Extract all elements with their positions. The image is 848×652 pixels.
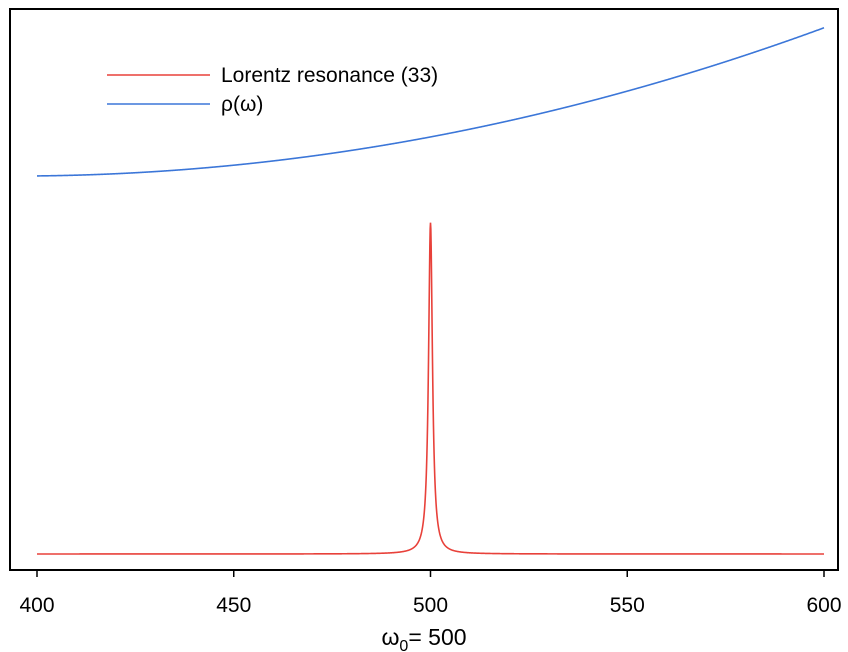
x-axis-label-symbol: ω [381, 624, 399, 650]
legend: Lorentz resonance (33) ρ(ω) [107, 64, 438, 116]
legend-label-2: ρ(ω) [221, 93, 263, 116]
x-axis-ticks: 400 450 500 550 600 [19, 570, 842, 617]
x-tick-label: 450 [216, 594, 251, 617]
series-line-1 [37, 222, 824, 555]
series-line-2 [37, 27, 825, 177]
x-tick-label: 500 [413, 594, 448, 617]
x-tick-label: 400 [19, 594, 54, 617]
x-tick-label: 550 [610, 594, 645, 617]
series-layer [37, 27, 825, 555]
plot-frame [9, 8, 839, 571]
legend-label-1: Lorentz resonance (33) [221, 64, 438, 87]
x-axis-label-suffix: = 500 [408, 624, 466, 650]
x-axis-label-subscript: 0 [399, 638, 408, 652]
x-axis-label: ω0= 500 [381, 624, 466, 652]
x-tick-label: 600 [806, 594, 841, 617]
